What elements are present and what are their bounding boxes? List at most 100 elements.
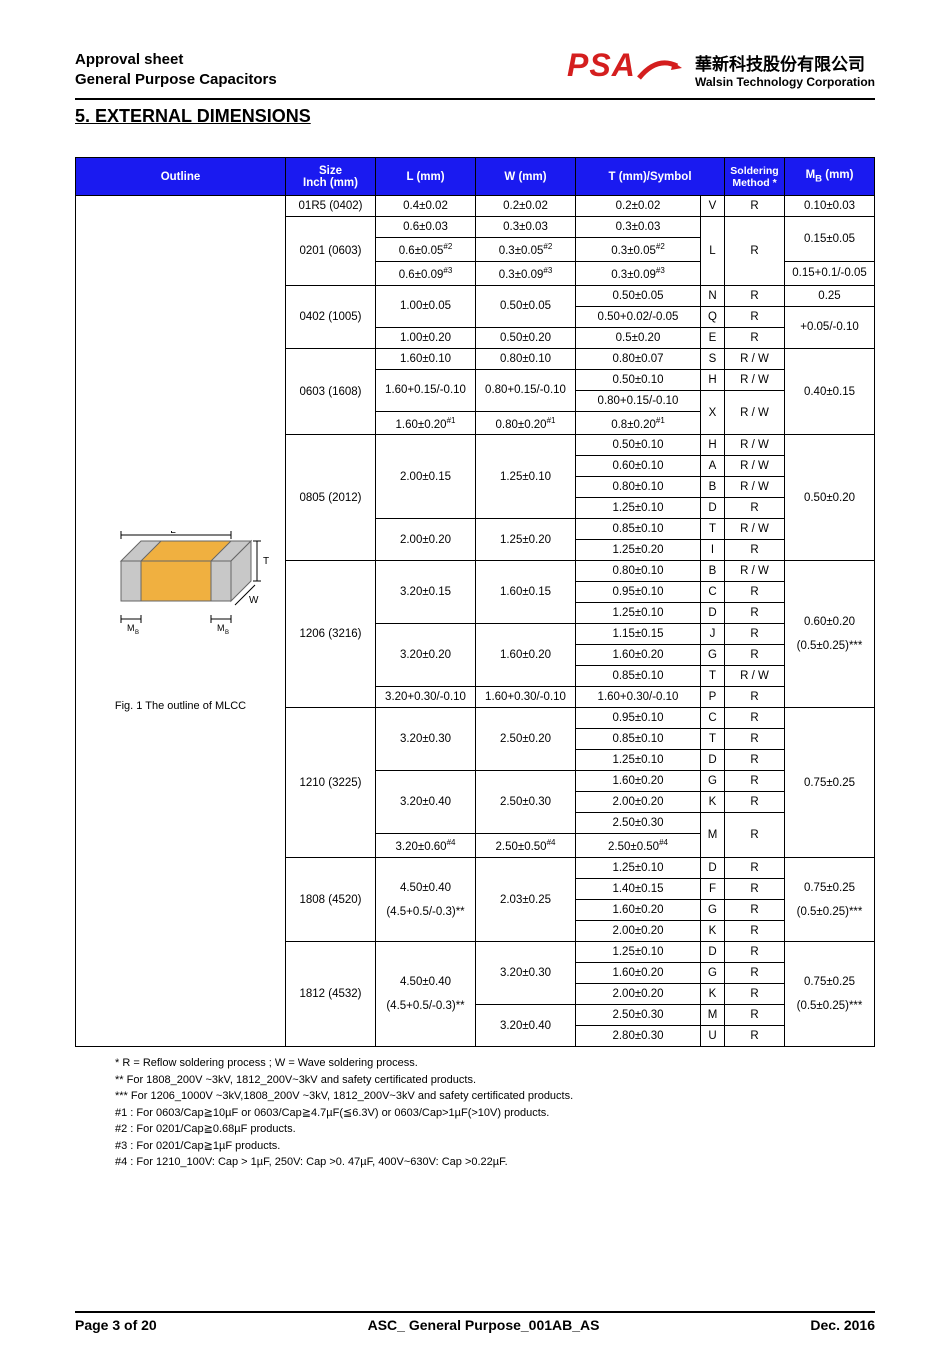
- soldering-cell: R: [725, 306, 785, 327]
- t-cell: 2.00±0.20: [576, 984, 701, 1005]
- doc-type: Approval sheet: [75, 50, 277, 70]
- soldering-cell: R: [725, 624, 785, 645]
- soldering-cell: R: [725, 1026, 785, 1047]
- soldering-cell: R: [725, 984, 785, 1005]
- soldering-cell: R: [725, 540, 785, 561]
- company-name-cn: 華新科技股份有限公司: [695, 55, 875, 75]
- t-cell: 0.95±0.10: [576, 582, 701, 603]
- t-cell: 0.60±0.10: [576, 456, 701, 477]
- symbol-cell: T: [701, 666, 725, 687]
- t-cell: 0.50±0.10: [576, 369, 701, 390]
- symbol-cell: D: [701, 750, 725, 771]
- t-cell: 0.50±0.10: [576, 435, 701, 456]
- footnote-line: *** For 1206_1000V ~3kV,1808_200V ~3kV, …: [115, 1088, 875, 1105]
- th-outline: Outline: [76, 158, 286, 196]
- symbol-cell: G: [701, 771, 725, 792]
- footnotes: * R = Reflow soldering process ; W = Wav…: [115, 1055, 875, 1171]
- mb-cell: 0.75±0.25: [785, 708, 875, 858]
- soldering-cell: R: [725, 942, 785, 963]
- symbol-cell: H: [701, 369, 725, 390]
- t-cell: 0.3±0.03: [576, 217, 701, 238]
- soldering-cell: R: [725, 1005, 785, 1026]
- size-cell: 0805 (2012): [286, 435, 376, 561]
- svg-text:M: M: [127, 623, 135, 633]
- symbol-cell: L: [701, 217, 725, 286]
- symbol-cell: V: [701, 196, 725, 217]
- size-cell: 1206 (3216): [286, 561, 376, 708]
- symbol-cell: B: [701, 477, 725, 498]
- soldering-cell: R / W: [725, 477, 785, 498]
- symbol-cell: D: [701, 858, 725, 879]
- soldering-cell: R: [725, 603, 785, 624]
- soldering-cell: R: [725, 645, 785, 666]
- footnote-line: #1 : For 0603/Cap≧10µF or 0603/Cap≧4.7µF…: [115, 1105, 875, 1122]
- mb-cell: +0.05/-0.10: [785, 306, 875, 348]
- w-cell: 0.50±0.05: [476, 285, 576, 327]
- size-cell: 0402 (1005): [286, 285, 376, 348]
- t-cell: 0.50±0.05: [576, 285, 701, 306]
- symbol-cell: G: [701, 645, 725, 666]
- soldering-cell: R: [725, 687, 785, 708]
- l-cell: 1.60+0.15/-0.10: [376, 369, 476, 411]
- l-cell: 0.4±0.02: [376, 196, 476, 217]
- mb-cell: 0.50±0.20: [785, 435, 875, 561]
- symbol-cell: T: [701, 729, 725, 750]
- symbol-cell: J: [701, 624, 725, 645]
- symbol-cell: B: [701, 561, 725, 582]
- svg-text:B: B: [135, 630, 139, 636]
- soldering-cell: R / W: [725, 519, 785, 540]
- page: Approval sheet General Purpose Capacitor…: [0, 0, 950, 1363]
- l-cell: 3.20±0.30: [376, 708, 476, 771]
- mb-cell: 0.75±0.25 (0.5±0.25)***: [785, 942, 875, 1047]
- mb-cell: 0.25: [785, 285, 875, 306]
- soldering-cell: R / W: [725, 456, 785, 477]
- soldering-cell: R / W: [725, 390, 785, 435]
- t-cell: 2.50±0.50#4: [576, 834, 701, 858]
- symbol-cell: P: [701, 687, 725, 708]
- size-cell: 0603 (1608): [286, 348, 376, 435]
- company-name-en: Walsin Technology Corporation: [695, 75, 875, 89]
- t-cell: 1.25±0.20: [576, 540, 701, 561]
- w-cell: 2.50±0.50#4: [476, 834, 576, 858]
- t-cell: 0.3±0.09#3: [576, 261, 701, 285]
- l-cell: 1.00±0.05: [376, 285, 476, 327]
- soldering-cell: R: [725, 858, 785, 879]
- w-cell: 3.20±0.40: [476, 1005, 576, 1047]
- w-cell: 0.80±0.20#1: [476, 411, 576, 435]
- soldering-cell: R: [725, 327, 785, 348]
- size-cell: 01R5 (0402): [286, 196, 376, 217]
- soldering-cell: R: [725, 582, 785, 603]
- footer: Page 3 of 20 ASC_ General Purpose_001AB_…: [75, 1317, 875, 1333]
- mb-cell: 0.40±0.15: [785, 348, 875, 435]
- header: Approval sheet General Purpose Capacitor…: [75, 50, 875, 94]
- l-cell: 4.50±0.40 (4.5+0.5/-0.3)**: [376, 942, 476, 1047]
- svg-text:M: M: [217, 623, 225, 633]
- symbol-cell: C: [701, 708, 725, 729]
- symbol-cell: D: [701, 498, 725, 519]
- w-cell: 2.03±0.25: [476, 858, 576, 942]
- footnote-line: * R = Reflow soldering process ; W = Wav…: [115, 1055, 875, 1072]
- t-cell: 0.85±0.10: [576, 519, 701, 540]
- symbol-cell: K: [701, 984, 725, 1005]
- th-l: L (mm): [376, 158, 476, 196]
- w-cell: 2.50±0.30: [476, 771, 576, 834]
- soldering-cell: R: [725, 285, 785, 306]
- soldering-cell: R: [725, 900, 785, 921]
- soldering-cell: R: [725, 498, 785, 519]
- t-cell: 2.50±0.30: [576, 813, 701, 834]
- footer-page: Page 3 of 20: [75, 1317, 157, 1333]
- t-cell: 1.60±0.20: [576, 771, 701, 792]
- svg-text:L: L: [170, 531, 176, 536]
- l-cell: 3.20+0.30/-0.10: [376, 687, 476, 708]
- t-cell: 0.3±0.05#2: [576, 238, 701, 262]
- t-cell: 0.80±0.07: [576, 348, 701, 369]
- t-cell: 2.00±0.20: [576, 792, 701, 813]
- l-cell: 1.00±0.20: [376, 327, 476, 348]
- w-cell: 1.60+0.30/-0.10: [476, 687, 576, 708]
- t-cell: 1.25±0.10: [576, 498, 701, 519]
- soldering-cell: R: [725, 879, 785, 900]
- soldering-cell: R / W: [725, 666, 785, 687]
- th-mb: MB (mm): [785, 158, 875, 196]
- footnote-line: #2 : For 0201/Cap≧0.68µF products.: [115, 1121, 875, 1138]
- symbol-cell: F: [701, 879, 725, 900]
